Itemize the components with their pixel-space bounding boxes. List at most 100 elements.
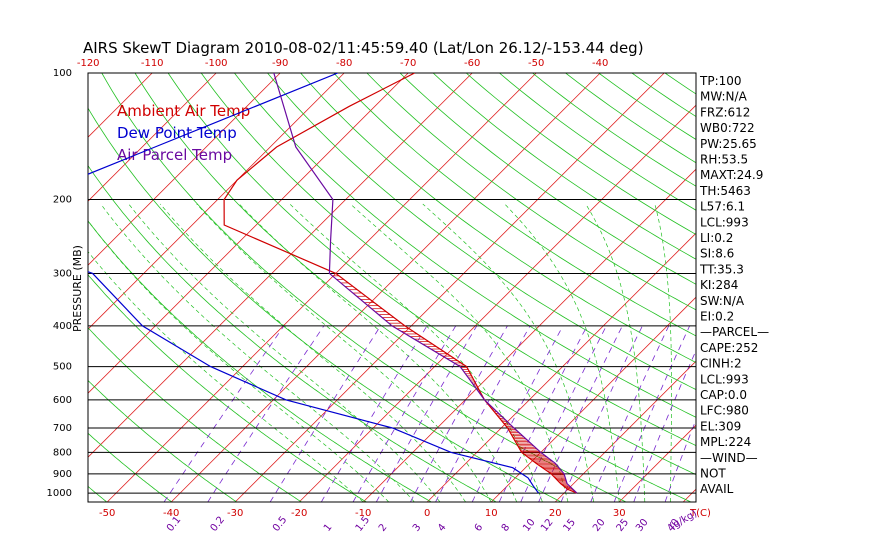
- moist-adiabat: [585, 203, 646, 502]
- dry-adiabat: [134, 73, 692, 502]
- isotherm: [362, 168, 697, 503]
- dry-adiabat: [782, 64, 870, 502]
- pressure-tick-label: 200: [53, 194, 72, 205]
- pressure-tick-label: 1000: [47, 488, 72, 499]
- top-temp-tick-label: -70: [400, 58, 416, 69]
- index-label: MW:N/A: [700, 90, 748, 104]
- moist-adiabat: [654, 203, 672, 502]
- isotherm: [618, 424, 697, 503]
- mixing-ratio-tick-label: 0.2: [209, 515, 227, 534]
- dry-adiabat: [101, 73, 627, 502]
- mixing-ratio-tick-label: 3: [411, 522, 424, 534]
- bottom-temp-tick-label: -40: [163, 508, 179, 519]
- dry-adiabat: [88, 327, 302, 502]
- pressure-tick-label: 900: [53, 469, 72, 480]
- index-label: LCL:993: [700, 372, 749, 386]
- pressure-tick-label: 300: [53, 268, 72, 279]
- index-label: LI:0.2: [700, 231, 733, 245]
- series-line: [88, 73, 539, 494]
- pressure-tick-label: 400: [53, 321, 72, 332]
- dry-adiabat: [432, 73, 696, 260]
- isotherm: [87, 72, 345, 330]
- bottom-temp-tick-label: -30: [227, 508, 243, 519]
- index-label: NOT: [700, 467, 726, 481]
- index-label: RH:53.5: [700, 153, 748, 167]
- moist-adiabat: [196, 203, 492, 502]
- top-temp-tick-label: -80: [336, 58, 352, 69]
- top-temp-tick-label: -110: [141, 58, 164, 69]
- mixing-ratio-tick-label: 6: [473, 522, 486, 534]
- dry-adiabat: [88, 379, 237, 502]
- mixing-ratio-line: [375, 325, 478, 502]
- mixing-ratio-tick-label: 20: [591, 517, 608, 534]
- bottom-axis-unit-label: T(C): [689, 508, 711, 519]
- chart-title: AIRS SkewT Diagram 2010-08-02/11:45:59.4…: [83, 39, 644, 57]
- plot-frame: [87, 72, 697, 503]
- top-temp-tick-label: -120: [77, 58, 100, 69]
- index-label: PW:25.65: [700, 137, 757, 151]
- index-label: AVAIL: [700, 482, 734, 496]
- dry-adiabat: [88, 107, 562, 502]
- mixing-ratio-line: [590, 325, 670, 502]
- top-temp-tick-label: -90: [272, 58, 288, 69]
- mixing-ratio-tick-label: 4: [436, 522, 449, 534]
- index-label: EI:0.2: [700, 310, 734, 324]
- bottom-temp-tick-label: -10: [355, 508, 371, 519]
- legend-entry: Dew Point Temp: [117, 124, 237, 142]
- mixing-ratio-line: [207, 325, 325, 502]
- index-label: CINH:2: [700, 357, 742, 371]
- dry-adiabat: [366, 73, 696, 311]
- moist-adiabat: [504, 203, 620, 502]
- dry-adiabat: [88, 220, 432, 502]
- isotherm: [87, 72, 409, 394]
- mixing-ratio-line: [471, 325, 564, 502]
- index-label: SW:N/A: [700, 294, 745, 308]
- isotherm: [106, 72, 537, 503]
- moist-adiabat: [88, 251, 364, 502]
- pressure-tick-label: 600: [53, 395, 72, 406]
- mixing-ratio-line: [410, 325, 508, 502]
- mixing-ratio-line: [538, 325, 623, 502]
- mixing-ratio-line: [352, 325, 457, 502]
- isotherm: [170, 72, 601, 503]
- y-axis-label: PRESSURE (MB): [71, 245, 84, 332]
- mixing-ratio-tick-label: 1: [322, 522, 335, 534]
- bottom-temp-tick-label: 0: [424, 508, 430, 519]
- index-label: EL:309: [700, 419, 741, 433]
- mixing-ratio-tick-label: 10: [521, 517, 538, 534]
- mixing-ratio-line: [435, 325, 531, 502]
- isotherm: [682, 488, 697, 503]
- mixing-ratio-line: [163, 325, 285, 502]
- dry-adiabat: [300, 73, 696, 363]
- moist-adiabat: [350, 203, 569, 502]
- data-series: [88, 73, 578, 494]
- moist-adiabat: [160, 203, 466, 502]
- dry-adiabat: [0, 64, 42, 502]
- bottom-temp-tick-label: 10: [485, 508, 498, 519]
- isotherm: [87, 72, 281, 266]
- mixing-ratio-tick-label: 30: [634, 517, 651, 534]
- index-label: TH:5463: [699, 184, 751, 198]
- bottom-temp-tick-label: 20: [549, 508, 562, 519]
- bottom-temp-tick-label: -50: [99, 508, 115, 519]
- index-label: LFC:980: [700, 404, 749, 418]
- series-line: [223, 73, 578, 494]
- index-label: L57:6.1: [700, 200, 745, 214]
- moist-adiabat: [100, 203, 415, 502]
- isotherm: [554, 360, 697, 503]
- isotherm: [87, 72, 473, 458]
- moist-adiabat: [422, 203, 594, 502]
- dry-adiabat: [815, 64, 870, 502]
- pressure-tick-label: 100: [53, 68, 72, 79]
- bottom-temp-tick-label: -20: [291, 508, 307, 519]
- mixing-ratio-tick-label: 2: [377, 522, 390, 534]
- index-label: —WIND—: [700, 451, 758, 465]
- mixing-ratio-tick-label: 0.5: [271, 515, 289, 534]
- mixing-ratio-line: [269, 325, 381, 502]
- dry-adiabat: [750, 64, 870, 502]
- legend-entry: Ambient Air Temp: [117, 102, 250, 120]
- index-label: TT:35.3: [699, 262, 744, 276]
- dry-adiabat: [333, 73, 696, 337]
